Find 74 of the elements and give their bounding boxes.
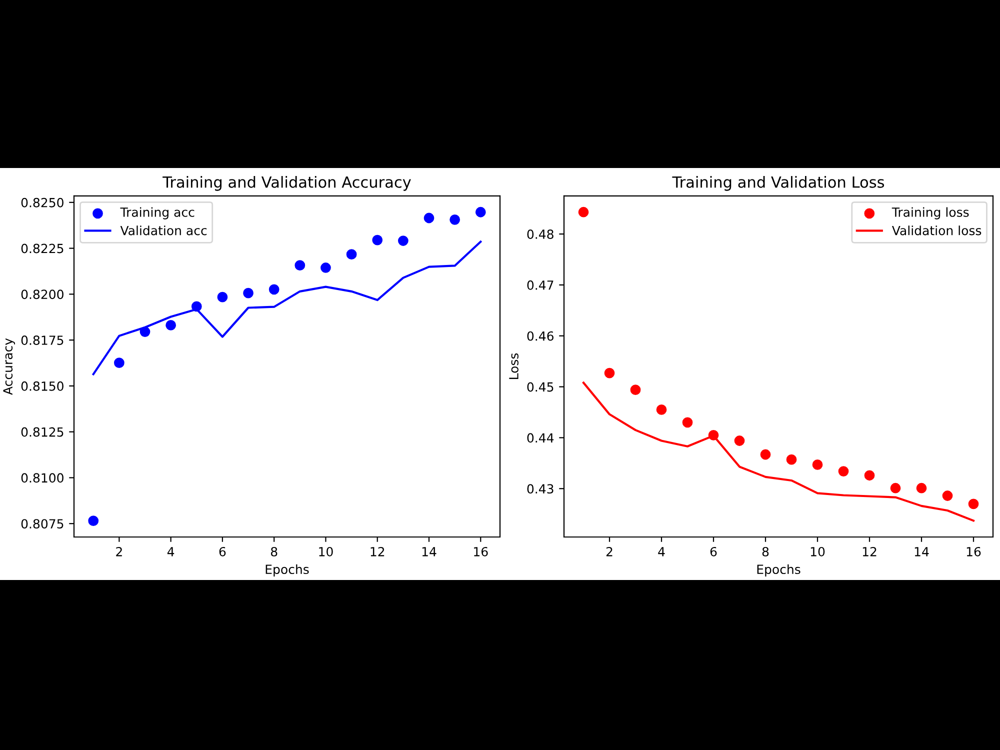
point: [398, 236, 408, 246]
point: [166, 320, 176, 330]
x-tick-label: 8: [270, 546, 278, 556]
point: [812, 459, 823, 470]
x-tick-label: 6: [219, 546, 226, 556]
point: [786, 454, 797, 465]
point: [630, 384, 641, 396]
point: [294, 260, 306, 271]
x-tick-label: 8: [762, 546, 769, 556]
point: [424, 212, 434, 224]
x-tick-label: 6: [710, 546, 717, 556]
line-series: [582, 382, 975, 522]
point: [88, 516, 99, 526]
chart-title: Training and Validation Accuracy: [162, 176, 411, 191]
point: [243, 288, 254, 298]
y-axis-title: Accuracy: [3, 338, 15, 395]
y-tick-label: 0.8150: [21, 381, 64, 391]
x-tick-label: 10: [810, 546, 825, 556]
point: [114, 358, 124, 368]
x-tick-label: 12: [370, 546, 384, 556]
y-tick-label: 0.8225: [21, 244, 64, 254]
point: [734, 436, 745, 446]
y-tick-label: 0.45: [527, 382, 554, 392]
point: [916, 482, 927, 494]
point: [268, 284, 280, 295]
legend-label: Training acc: [120, 207, 194, 220]
point: [890, 482, 901, 494]
y-tick-label: 0.47: [527, 280, 554, 290]
legend-label: Validation acc: [120, 226, 207, 236]
line-series: [92, 240, 482, 376]
y-tick-label: 0.44: [527, 433, 554, 443]
point: [191, 301, 202, 312]
y-tick-label: 0.48: [527, 229, 554, 239]
x-tick-label: 2: [606, 546, 612, 556]
x-tick-label: 4: [167, 547, 174, 556]
point: [140, 326, 150, 337]
x-tick-label: 16: [474, 546, 488, 556]
y-tick-label: 0.8250: [21, 198, 64, 208]
legend-label: Validation loss: [892, 226, 982, 236]
x-tick-label: 14: [914, 547, 929, 556]
x-tick-label: 16: [966, 546, 981, 556]
x-axis-title: Epochs: [266, 564, 309, 576]
x-tick-label: 14: [422, 547, 436, 556]
legend-label: Training loss: [892, 207, 969, 220]
y-tick-label: 0.43: [527, 484, 554, 494]
point: [604, 368, 615, 378]
point: [864, 470, 875, 481]
x-tick-label: 12: [862, 546, 876, 556]
x-tick-label: 2: [116, 546, 122, 556]
point: [578, 206, 589, 218]
y-tick-label: 0.8175: [21, 336, 64, 345]
x-tick-label: 10: [319, 546, 333, 556]
point: [320, 262, 331, 273]
x-axis-title: Epochs: [757, 564, 800, 576]
point: [656, 404, 667, 415]
point: [760, 449, 771, 460]
point: [682, 417, 693, 428]
y-tick-label: 0.46: [527, 331, 554, 341]
chart-title: Training and Validation Loss: [672, 176, 884, 191]
point: [708, 430, 719, 440]
point: [346, 249, 357, 260]
point: [942, 490, 953, 501]
point: [475, 206, 486, 218]
point: [838, 466, 849, 477]
y-tick-label: 0.8200: [21, 290, 64, 300]
point: [968, 498, 979, 510]
point: [217, 292, 228, 302]
y-axis-title: Loss: [509, 353, 518, 379]
y-tick-label: 0.8075: [21, 519, 64, 529]
y-tick-label: 0.8100: [21, 473, 64, 483]
point: [372, 234, 383, 246]
y-tick-label: 0.8125: [21, 427, 64, 437]
x-tick-label: 4: [658, 547, 665, 556]
point: [450, 214, 460, 225]
